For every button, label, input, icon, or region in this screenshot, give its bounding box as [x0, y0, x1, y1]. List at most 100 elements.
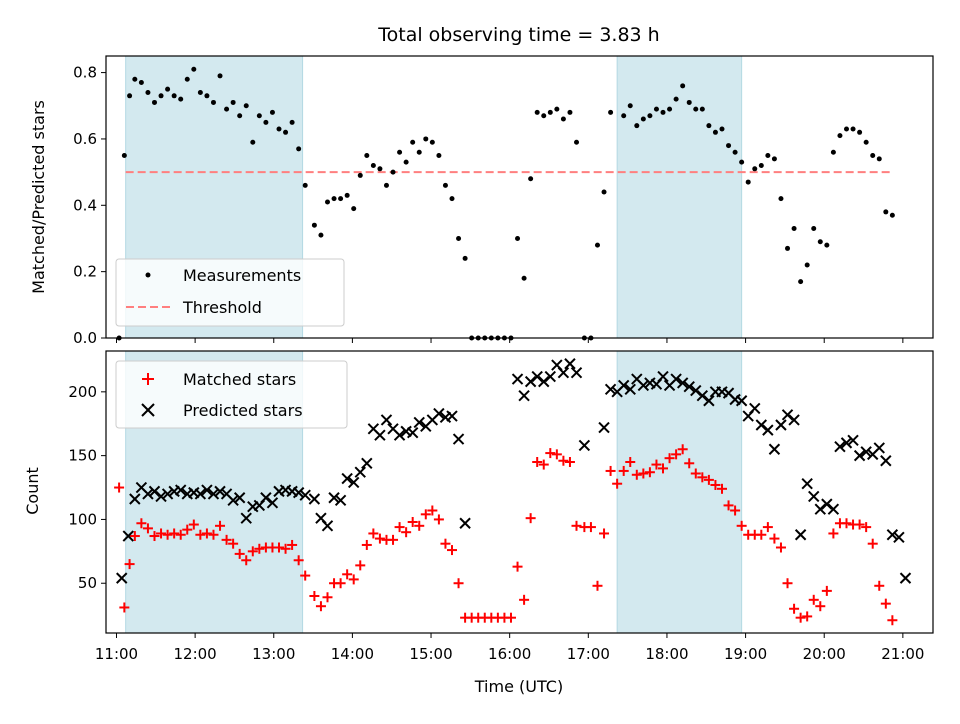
measurement-point	[370, 162, 376, 168]
measurement-point	[758, 162, 764, 168]
measurement-point	[608, 109, 614, 115]
predicted-point	[174, 484, 187, 496]
predicted-point	[161, 488, 174, 500]
measurement-point	[390, 169, 396, 175]
predicted-point	[334, 494, 347, 507]
matched-point	[149, 531, 160, 542]
predicted-point	[880, 455, 892, 467]
matched-point	[710, 479, 721, 490]
legend-predicted-marker	[141, 403, 155, 417]
matched-point	[156, 528, 167, 539]
measurement-point	[462, 255, 468, 261]
matched-point	[175, 529, 186, 540]
matched-point	[599, 528, 610, 539]
predicted-point	[347, 476, 360, 489]
measurement-point	[132, 76, 138, 82]
predicted-point	[308, 493, 321, 505]
predicted-point	[847, 434, 859, 447]
predicted-point	[380, 414, 393, 426]
legend-matched-label: Matched stars	[183, 370, 296, 389]
predicted-point	[853, 449, 866, 462]
measurement-point	[640, 116, 646, 122]
measurement-point	[647, 113, 653, 119]
top-y-tick-label: 0.8	[73, 64, 97, 82]
matched-point	[195, 529, 206, 540]
top-y-tick-label: 0.2	[73, 263, 97, 281]
predicted-point	[413, 416, 425, 429]
matched-point	[769, 533, 780, 544]
measurement-point	[351, 206, 357, 212]
predicted-point	[570, 366, 583, 379]
measurement-point	[574, 139, 580, 145]
matched-point	[427, 505, 438, 516]
predicted-point	[768, 443, 781, 455]
matched-point	[401, 527, 412, 538]
measurement-point	[817, 239, 823, 245]
predicted-point	[578, 439, 591, 452]
measurement-point	[237, 113, 243, 119]
top-shaded-interval	[616, 55, 743, 339]
matched-point	[651, 459, 662, 470]
matched-point	[585, 522, 596, 533]
measurement-point	[567, 109, 573, 115]
measurement-point	[397, 149, 403, 155]
bottom-series-1	[116, 358, 912, 584]
x-tick-label: 17:00	[567, 645, 610, 663]
matched-point	[690, 468, 701, 479]
bottom-y-tick-label: 150	[68, 447, 97, 465]
predicted-point	[538, 375, 550, 388]
matched-point	[658, 463, 669, 474]
measurement-point	[423, 136, 429, 142]
bottom-series-0	[114, 444, 898, 626]
measurement-point	[449, 196, 455, 202]
measurement-point	[158, 93, 164, 99]
top-legend-box	[115, 258, 345, 327]
measurement-point	[191, 66, 197, 72]
predicted-point	[194, 488, 207, 500]
measurement-point	[377, 166, 383, 172]
predicted-point	[446, 410, 458, 422]
matched-point	[618, 465, 629, 476]
matched-point	[815, 601, 826, 612]
measurement-point	[276, 126, 282, 132]
measurement-point	[837, 133, 843, 139]
measurement-point	[739, 159, 745, 165]
measurement-point	[324, 199, 330, 205]
measurement-point	[601, 189, 607, 195]
measurement-point	[653, 106, 659, 112]
measurement-point	[165, 86, 171, 92]
measurement-point	[210, 99, 216, 105]
predicted-point	[524, 375, 537, 388]
predicted-point	[459, 517, 471, 529]
measurement-point	[429, 139, 435, 145]
predicted-point	[518, 389, 530, 402]
predicted-point	[755, 419, 768, 431]
matched-point	[440, 538, 451, 549]
measurement-point	[331, 196, 337, 202]
bottom-y-tick-label: 200	[68, 383, 97, 401]
predicted-point	[624, 383, 636, 395]
predicted-point	[155, 490, 167, 503]
measurement-point	[785, 245, 791, 251]
measurement-point	[230, 99, 236, 105]
matched-point	[558, 455, 569, 466]
measurement-point	[706, 123, 712, 129]
matched-point	[114, 482, 125, 493]
measurement-point	[693, 106, 699, 112]
matched-point	[201, 528, 212, 539]
matched-point	[315, 601, 326, 612]
measurement-point	[680, 83, 686, 89]
matched-point	[274, 542, 285, 553]
matched-point	[188, 519, 199, 530]
matched-point	[795, 612, 806, 623]
predicted-point	[201, 484, 213, 496]
matched-point	[300, 570, 311, 581]
x-tick-label: 13:00	[252, 645, 295, 663]
matched-point	[119, 602, 130, 613]
measurement-point	[243, 103, 249, 109]
predicted-point	[227, 494, 239, 507]
matched-point	[335, 578, 346, 589]
measurement-point	[283, 129, 289, 135]
predicted-point	[207, 488, 220, 500]
